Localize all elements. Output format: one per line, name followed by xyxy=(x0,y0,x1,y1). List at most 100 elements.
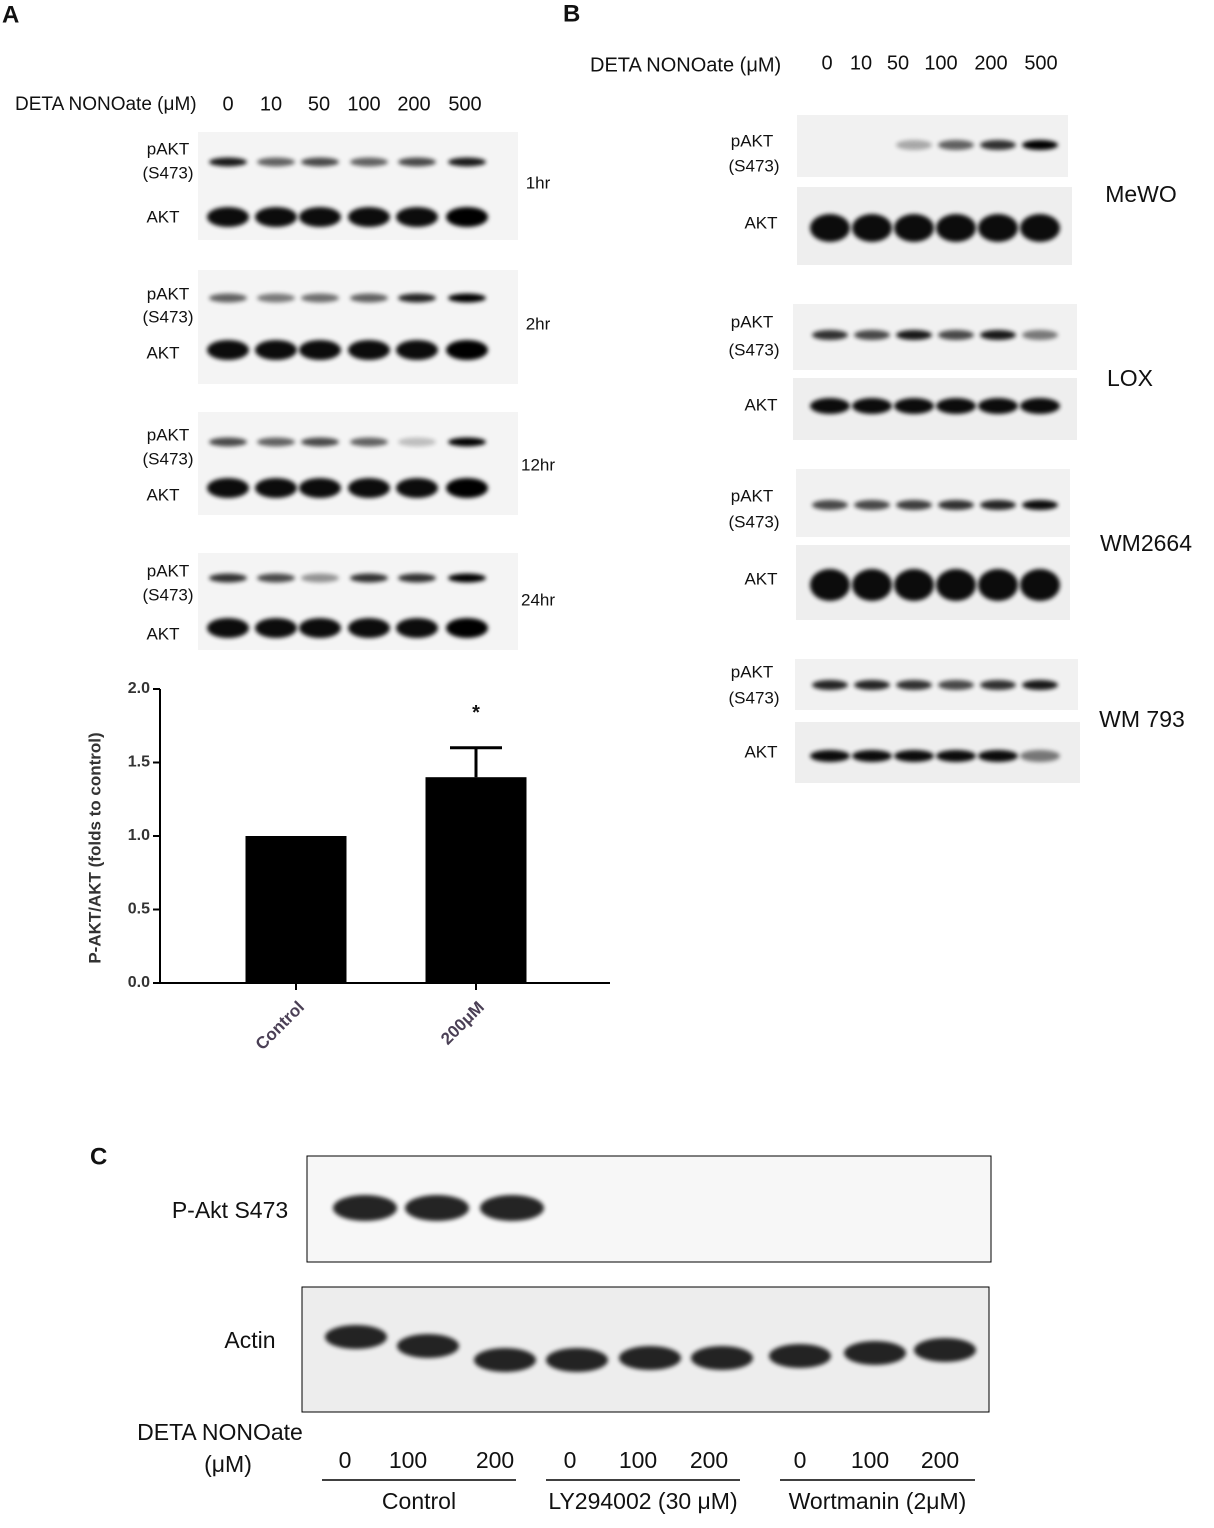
blot-band xyxy=(405,1195,469,1221)
row-label: Actin xyxy=(224,1327,275,1353)
blot-band xyxy=(333,1195,397,1221)
panel-label: A xyxy=(2,1,19,28)
cell-line-label: MeWO xyxy=(1105,181,1177,207)
x-tick-label: 200μM xyxy=(437,998,488,1049)
time-label: 2hr xyxy=(526,314,551,333)
blot-band xyxy=(938,330,974,340)
row-label: pAKT xyxy=(147,425,190,444)
blot-band xyxy=(812,500,848,510)
blot-band xyxy=(1020,398,1060,414)
row-label: (S473) xyxy=(728,688,779,707)
blot-band xyxy=(207,340,249,360)
row-label: AKT xyxy=(744,395,777,414)
row-label: P-Akt S473 xyxy=(172,1197,288,1223)
error-bar xyxy=(450,746,502,778)
blot-band xyxy=(350,573,388,583)
blot-band xyxy=(398,573,436,583)
blot-band xyxy=(980,680,1016,690)
dose-label: 50 xyxy=(887,52,909,74)
row-label: pAKT xyxy=(147,561,190,580)
blot-band xyxy=(448,437,486,447)
dose-label: 500 xyxy=(1024,52,1057,74)
row-label: (S473) xyxy=(728,512,779,531)
blot-band xyxy=(301,437,339,447)
blot-band xyxy=(978,214,1018,242)
blot-band xyxy=(1022,680,1058,690)
blot-band xyxy=(448,157,486,167)
row-label: pAKT xyxy=(731,312,774,331)
blot-band xyxy=(896,500,932,510)
time-label: 12hr xyxy=(521,455,555,474)
y-tick-label: 1.5 xyxy=(128,754,150,771)
dose-label: 500 xyxy=(448,93,481,115)
y-tick-label: 0.0 xyxy=(128,974,150,991)
y-tick-label: 1.0 xyxy=(128,827,150,844)
blot-band xyxy=(852,214,892,242)
blot-band xyxy=(844,1341,906,1365)
row-label: AKT xyxy=(744,569,777,588)
y-axis-label: P-AKT/AKT (folds to control) xyxy=(85,732,104,963)
blot-band xyxy=(255,207,297,227)
blot-band xyxy=(854,500,890,510)
dose-label: 100 xyxy=(851,1447,889,1473)
blot-band xyxy=(209,573,247,583)
blot-band xyxy=(350,157,388,167)
blot-band xyxy=(257,157,295,167)
row-label: (S473) xyxy=(142,585,193,604)
blot-band xyxy=(397,1334,459,1358)
condition-label: Wortmanin (2μM) xyxy=(789,1488,967,1514)
blot-band xyxy=(896,140,932,150)
blot-band xyxy=(257,437,295,447)
blot-membrane xyxy=(198,412,518,515)
dose-label: 100 xyxy=(389,1447,427,1473)
blot-band xyxy=(446,340,488,360)
blot-band xyxy=(446,618,488,638)
blot-membrane xyxy=(198,270,518,384)
blot-band xyxy=(257,573,295,583)
time-label: 24hr xyxy=(521,590,555,609)
blot-band xyxy=(938,500,974,510)
blot-band xyxy=(446,478,488,498)
blot-band xyxy=(348,207,390,227)
blot-band xyxy=(209,293,247,303)
time-label: 1hr xyxy=(526,173,551,192)
y-tick-label: 2.0 xyxy=(128,680,150,697)
blot-band xyxy=(446,207,488,227)
blot-band xyxy=(938,680,974,690)
row-label: (S473) xyxy=(728,156,779,175)
row-label: (S473) xyxy=(728,340,779,359)
blot-band xyxy=(854,330,890,340)
blot-band xyxy=(398,293,436,303)
blot-band xyxy=(936,398,976,414)
blot-band xyxy=(812,330,848,340)
blot-band xyxy=(938,140,974,150)
blot-band xyxy=(398,437,436,447)
row-label: AKT xyxy=(146,485,179,504)
blot-band xyxy=(936,750,976,762)
blot-band xyxy=(896,680,932,690)
blot-band xyxy=(769,1344,831,1368)
row-label: (S473) xyxy=(142,307,193,326)
blot-band xyxy=(894,398,934,414)
condition-label: LY294002 (30 μM) xyxy=(548,1488,737,1514)
blot-band xyxy=(255,618,297,638)
dose-label: 10 xyxy=(260,93,282,115)
blot-band xyxy=(978,569,1018,601)
blot-band xyxy=(299,207,341,227)
dose-label: 200 xyxy=(476,1447,514,1473)
blot-band xyxy=(207,207,249,227)
blot-band xyxy=(810,750,850,762)
blot-band xyxy=(936,569,976,601)
panel-label: B xyxy=(563,0,580,27)
treatment-label: (μM) xyxy=(204,1451,252,1477)
blot-band xyxy=(448,573,486,583)
blot-band xyxy=(301,157,339,167)
blot-band xyxy=(1020,214,1060,242)
blot-band xyxy=(810,398,850,414)
blot-band xyxy=(852,750,892,762)
blot-band xyxy=(301,573,339,583)
dose-label: 0 xyxy=(339,1447,352,1473)
dose-label: 10 xyxy=(850,52,872,74)
blot-band xyxy=(980,500,1016,510)
